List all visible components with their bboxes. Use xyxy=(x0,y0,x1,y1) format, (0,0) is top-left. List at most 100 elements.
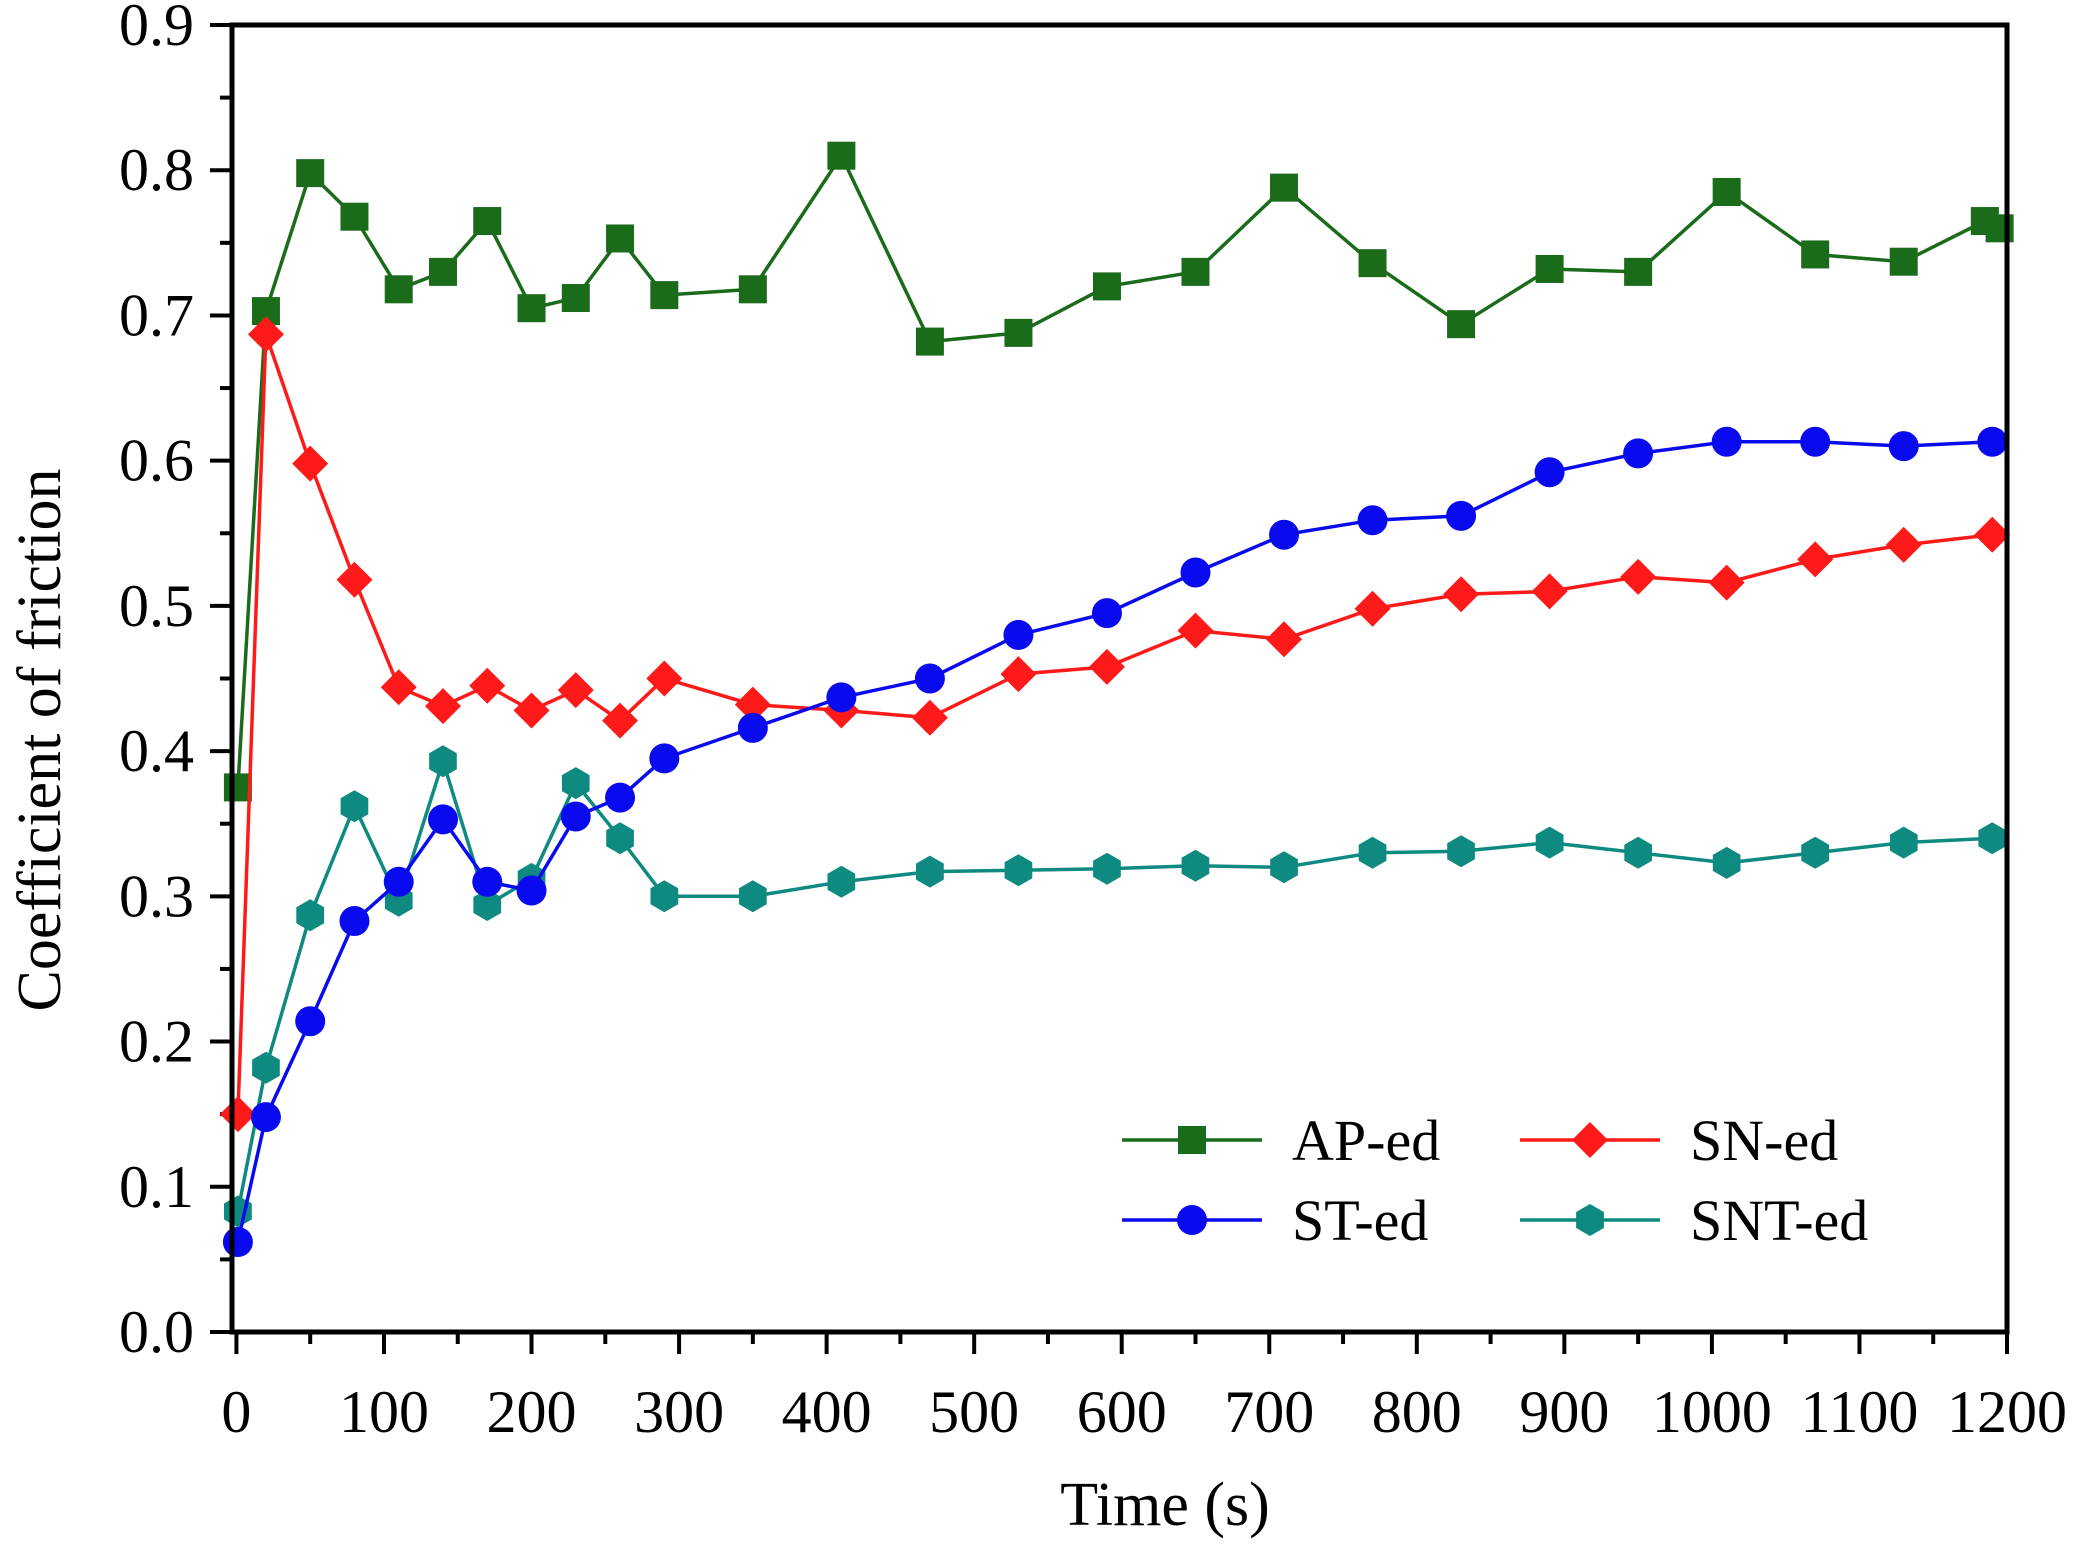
data-point xyxy=(1711,426,1742,457)
data-point xyxy=(1270,173,1299,202)
legend-item: ST-ed xyxy=(1122,1188,1428,1253)
plot-frame xyxy=(229,22,2010,1335)
data-point xyxy=(561,767,590,800)
data-point xyxy=(606,224,635,253)
data-point xyxy=(1624,257,1653,286)
legend-marker xyxy=(1178,1126,1206,1154)
data-point xyxy=(472,866,503,897)
data-point xyxy=(424,688,461,725)
data-point xyxy=(649,743,680,774)
data-point xyxy=(473,889,502,921)
data-point xyxy=(1000,656,1037,693)
data-point xyxy=(827,141,856,170)
data-point xyxy=(1888,431,1919,462)
data-point xyxy=(646,660,683,697)
data-point xyxy=(826,682,857,713)
legend-marker xyxy=(1576,1204,1604,1236)
legend: AP-ed SN-ed ST-ed SNT-ed xyxy=(1122,1108,1868,1253)
series-AP-ed xyxy=(223,141,2014,802)
data-point xyxy=(1358,249,1387,278)
data-point xyxy=(1885,526,1922,563)
legend-item: AP-ed xyxy=(1122,1108,1440,1173)
data-point xyxy=(383,866,414,897)
series-SN-ed xyxy=(219,316,2011,1133)
legend-label: SNT-ed xyxy=(1690,1188,1868,1253)
x-tick-labels: 0 100 200 300 400 500 600 700 800 900 1000 1100 1200 xyxy=(221,1379,2067,1445)
y-tick-label: 0.0 xyxy=(119,1299,194,1365)
data-point xyxy=(1535,254,1564,283)
data-point xyxy=(222,1226,253,1257)
data-point xyxy=(602,702,639,739)
data-point xyxy=(914,663,945,694)
data-point xyxy=(561,284,590,313)
x-axis-title: Time (s) xyxy=(1060,1471,1270,1539)
data-point xyxy=(1092,272,1121,301)
data-point xyxy=(650,880,679,913)
data-point xyxy=(1797,541,1834,578)
data-point xyxy=(1181,849,1210,882)
y-tick-label: 0.3 xyxy=(119,863,194,929)
x-tick-label: 600 xyxy=(1077,1379,1167,1445)
data-point xyxy=(606,822,634,855)
data-point xyxy=(1535,826,1564,859)
data-point xyxy=(339,906,370,937)
data-point xyxy=(916,855,944,888)
data-point xyxy=(1270,851,1298,884)
data-point xyxy=(911,699,948,736)
data-point xyxy=(340,790,369,823)
data-point xyxy=(1889,826,1918,859)
data-point xyxy=(1534,457,1565,488)
legend-label: ST-ed xyxy=(1292,1188,1428,1253)
data-point xyxy=(469,667,506,704)
data-point xyxy=(517,294,546,323)
x-tick-label: 400 xyxy=(782,1379,872,1445)
data-point xyxy=(428,257,457,286)
data-point xyxy=(734,686,771,723)
data-point xyxy=(384,275,413,304)
y-tick-label: 0.5 xyxy=(119,573,194,639)
data-point xyxy=(516,875,547,906)
data-point xyxy=(292,445,329,482)
data-point xyxy=(737,712,768,743)
y-axis-title: Coefficient of friction xyxy=(6,469,74,1012)
y-tick-label: 0.1 xyxy=(119,1154,194,1220)
data-point xyxy=(252,1051,280,1084)
data-point xyxy=(1447,835,1475,868)
data-point xyxy=(336,561,373,598)
legend-marker xyxy=(1572,1122,1608,1158)
y-tick-label: 0.9 xyxy=(119,0,194,58)
data-point xyxy=(1624,836,1652,869)
y-tick-labels: 0.0 0.1 0.2 0.3 0.4 0.5 0.6 0.7 0.8 0.9 xyxy=(119,0,194,1365)
legend-marker xyxy=(1177,1205,1207,1235)
data-point xyxy=(1269,519,1300,550)
x-tick-label: 700 xyxy=(1224,1379,1314,1445)
data-point xyxy=(473,207,502,236)
data-point xyxy=(557,672,594,709)
y-tick-label: 0.8 xyxy=(119,137,194,203)
data-point xyxy=(1889,247,1918,276)
x-tick-label: 300 xyxy=(634,1379,724,1445)
data-point xyxy=(1088,648,1125,685)
x-tick-label: 800 xyxy=(1372,1379,1462,1445)
data-point xyxy=(1177,612,1214,649)
x-tick-label: 1000 xyxy=(1652,1379,1772,1445)
data-point xyxy=(1620,558,1657,595)
data-point xyxy=(296,159,325,188)
data-point xyxy=(1978,822,2007,855)
data-point xyxy=(223,773,252,802)
y-tick-label: 0.6 xyxy=(119,428,194,494)
data-point xyxy=(296,899,325,932)
data-point xyxy=(340,202,369,231)
data-point xyxy=(1974,516,2011,553)
data-point xyxy=(1093,852,1121,885)
series-layer xyxy=(219,141,2014,1257)
data-point xyxy=(1446,500,1477,531)
x-tick-label: 200 xyxy=(487,1379,577,1445)
legend-label: SN-ed xyxy=(1690,1108,1838,1173)
data-point xyxy=(1801,240,1830,269)
y-tick-label: 0.7 xyxy=(119,282,194,348)
data-point xyxy=(1357,505,1388,536)
x-tick-label: 900 xyxy=(1519,1379,1609,1445)
data-point xyxy=(1447,310,1476,339)
data-point xyxy=(1181,257,1210,286)
